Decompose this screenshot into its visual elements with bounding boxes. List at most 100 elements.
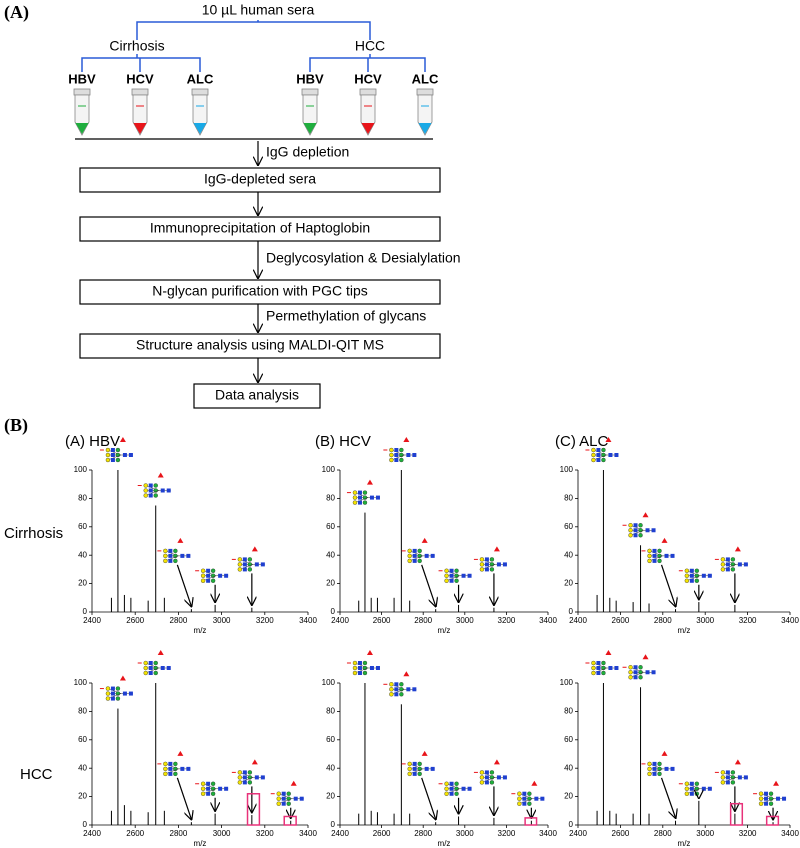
- glcnac: [206, 786, 211, 791]
- glcnac: [206, 578, 211, 583]
- galactose: [407, 761, 412, 767]
- glcnac: [254, 562, 259, 567]
- annotation-arrow: [660, 777, 676, 818]
- glycan-bond: [593, 454, 607, 461]
- fucose: [157, 650, 164, 655]
- mannose: [527, 791, 532, 796]
- galactose: [628, 528, 633, 533]
- galactose: [591, 670, 596, 676]
- glcnac: [596, 458, 601, 462]
- step-box: [79, 279, 441, 305]
- galactose: [143, 483, 148, 488]
- y-tick-label: 80: [326, 707, 335, 716]
- glcnac: [725, 775, 730, 780]
- column-title: (A) HBV: [65, 433, 120, 450]
- glcnac: [369, 666, 374, 670]
- glcnac: [394, 692, 399, 697]
- galactose: [389, 452, 394, 458]
- glycan-icon: [346, 650, 380, 676]
- mannose: [247, 567, 253, 572]
- glcnac: [242, 557, 247, 562]
- galactose: [591, 660, 596, 666]
- glycan-icon: [714, 546, 748, 572]
- glcnac: [168, 766, 173, 771]
- x-axis-label: m/z: [678, 626, 691, 635]
- x-tick-label: 3400: [539, 829, 557, 838]
- galactose: [237, 567, 243, 572]
- glycan-bond: [630, 530, 644, 536]
- galactose: [647, 548, 652, 554]
- glycan-bond: [165, 555, 179, 562]
- highlight-box: [246, 793, 261, 826]
- mannose: [638, 665, 643, 670]
- galactose: [143, 493, 148, 498]
- fucose: [177, 537, 184, 543]
- glcnac: [725, 770, 730, 775]
- galactose: [444, 786, 449, 791]
- glycan-icon: [157, 750, 191, 777]
- glycan-icon: [383, 671, 417, 697]
- glycan-bond: [203, 575, 217, 581]
- glcnac: [110, 453, 115, 457]
- x-tick-label: 2600: [373, 616, 391, 625]
- glcnac: [725, 567, 730, 572]
- glcnac: [596, 661, 601, 665]
- x-tick-label: 2600: [612, 616, 630, 625]
- y-tick-label: 60: [564, 735, 573, 744]
- fucose: [366, 479, 373, 485]
- y-tick-label: 100: [560, 678, 574, 687]
- glcnac: [299, 796, 304, 801]
- galactose: [237, 770, 243, 775]
- glcnac: [166, 488, 171, 493]
- glcnac: [461, 573, 466, 578]
- tube-cap: [359, 88, 377, 96]
- step-label: Structure analysis using MALDI-QIT MS: [136, 337, 384, 353]
- mannose: [417, 771, 422, 777]
- galactose: [628, 533, 633, 538]
- arrow-label: Deglycosylation & Desialylation: [266, 250, 461, 266]
- glcnac: [394, 448, 399, 452]
- fucose: [734, 546, 741, 552]
- glcnac: [608, 453, 613, 457]
- glcnac: [281, 796, 286, 801]
- galactose: [517, 791, 522, 796]
- glcnac: [394, 687, 399, 692]
- galactose: [163, 548, 168, 554]
- galactose: [105, 696, 111, 701]
- mannose: [210, 781, 216, 786]
- glcnac: [664, 553, 669, 558]
- y-tick-label: 0: [83, 607, 88, 616]
- y-tick-label: 40: [564, 763, 573, 772]
- galactose: [163, 553, 168, 559]
- glcnac: [110, 448, 115, 452]
- glcnac: [449, 568, 454, 573]
- glycan-bond: [107, 454, 122, 461]
- galactose: [352, 490, 358, 495]
- galactose: [720, 780, 726, 785]
- glycan-bond: [630, 672, 644, 678]
- x-tick-label: 2800: [170, 829, 188, 838]
- sample-label: HCV: [126, 71, 154, 86]
- mannose: [454, 578, 459, 583]
- glycan-icon: [401, 537, 435, 564]
- step-box: [79, 216, 441, 242]
- glcnac: [242, 770, 247, 775]
- annotation-arrow: [176, 777, 191, 819]
- glcnac: [281, 801, 286, 806]
- mannose: [694, 578, 700, 583]
- mannose: [286, 801, 291, 806]
- glcnac: [357, 500, 362, 505]
- mannose: [638, 523, 643, 528]
- x-tick-label: 2400: [569, 616, 587, 625]
- galactose: [163, 761, 168, 767]
- glcnac: [652, 548, 657, 553]
- glycan-icon: [714, 759, 748, 785]
- glcnac: [484, 775, 489, 780]
- galactose: [237, 775, 243, 780]
- tube-cap: [191, 88, 209, 96]
- glcnac: [725, 562, 730, 567]
- x-tick-label: 2600: [612, 829, 630, 838]
- galactose: [647, 766, 652, 772]
- galactose: [237, 780, 243, 785]
- y-tick-label: 0: [569, 607, 574, 616]
